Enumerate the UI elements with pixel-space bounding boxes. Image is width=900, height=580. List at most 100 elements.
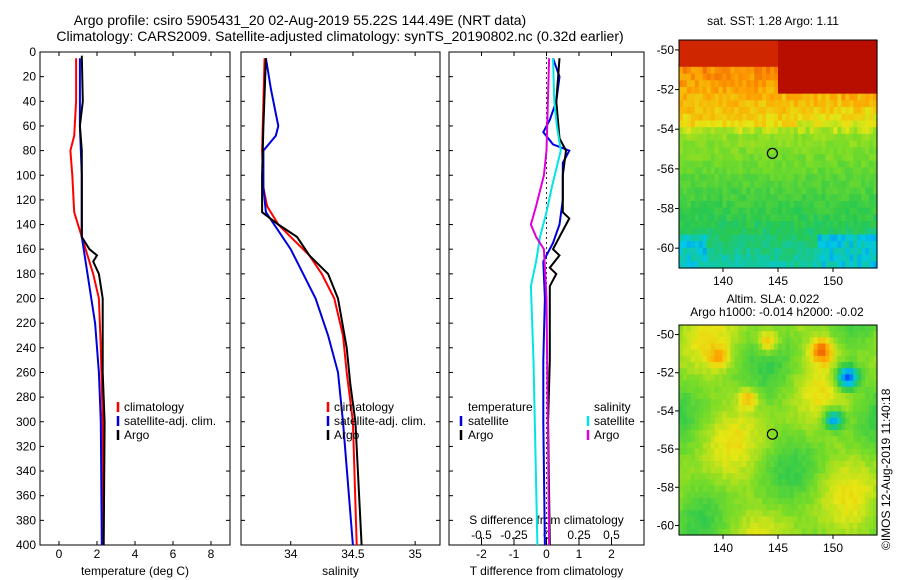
- map-cell: [726, 368, 732, 376]
- map-cell: [690, 100, 696, 108]
- map-cell: [702, 460, 708, 468]
- map-cell: [754, 147, 759, 155]
- map-cell: [722, 430, 728, 437]
- map-cell: [686, 247, 692, 256]
- map-cell: [718, 86, 724, 95]
- map-cell: [849, 113, 854, 122]
- map-cell: [857, 254, 862, 262]
- map-cell: [833, 423, 838, 431]
- map-cell: [841, 227, 846, 236]
- map-cell: [809, 234, 815, 242]
- map-cell: [758, 399, 763, 406]
- map-cell: [690, 380, 696, 388]
- map-cell: [837, 392, 842, 400]
- map-cell: [682, 343, 688, 351]
- map-cell: [706, 392, 712, 400]
- map-cell: [746, 448, 751, 456]
- map-cell: [766, 241, 771, 249]
- map-cell: [817, 405, 823, 413]
- map-cell: [690, 140, 696, 148]
- map-cell: [718, 405, 724, 413]
- map-cell: [825, 516, 831, 524]
- map-cell: [758, 147, 763, 155]
- map-y-tick-label: -58: [657, 202, 675, 216]
- map-cell: [762, 80, 767, 88]
- map-cell: [758, 325, 763, 332]
- map-cell: [762, 386, 767, 394]
- map-cell: [690, 53, 696, 61]
- map-cell: [758, 448, 763, 456]
- map-cell: [817, 234, 823, 242]
- series-line-2: [261, 58, 363, 546]
- map-cell: [857, 454, 862, 462]
- map-cell: [694, 261, 700, 269]
- map-cell: [873, 194, 878, 202]
- map-cell: [738, 214, 743, 222]
- map-cell: [785, 504, 791, 511]
- map-cell: [869, 221, 874, 229]
- map-cell: [679, 194, 684, 202]
- map-cell: [706, 467, 712, 474]
- map-cell: [690, 436, 696, 443]
- map-cell: [785, 66, 791, 75]
- map-cell: [742, 473, 747, 481]
- map-cell: [853, 40, 858, 48]
- map-cell: [770, 510, 775, 518]
- map-cell: [742, 73, 747, 81]
- map-cell: [746, 200, 751, 209]
- map-cell: [770, 467, 775, 474]
- map-cell: [694, 355, 700, 363]
- map-cell: [762, 454, 767, 462]
- map-cell: [805, 93, 811, 101]
- map-cell: [793, 241, 799, 249]
- map-cell: [679, 510, 684, 518]
- map-cell: [797, 392, 803, 400]
- map-cell: [702, 93, 708, 101]
- map-cell: [825, 411, 831, 419]
- map-cell: [841, 405, 846, 413]
- map-cell: [833, 417, 838, 425]
- x-tick-label: 2: [94, 547, 101, 561]
- map-cell: [754, 405, 759, 413]
- map-cell: [742, 127, 747, 135]
- map-cell: [809, 194, 815, 202]
- map-cell: [869, 349, 874, 357]
- map-cell: [770, 448, 775, 456]
- map-cell: [730, 362, 736, 369]
- map-cell: [785, 522, 791, 530]
- map-cell: [722, 491, 728, 499]
- map-cell: [710, 491, 716, 499]
- map-cell: [778, 241, 783, 249]
- map-cell: [746, 473, 751, 481]
- map-cell: [679, 113, 684, 122]
- map-cell: [789, 325, 795, 332]
- map-cell: [841, 80, 846, 88]
- map-cell: [841, 510, 846, 518]
- map-cell: [813, 227, 819, 236]
- map-cell: [686, 510, 692, 518]
- map-cell: [722, 405, 728, 413]
- map-cell: [722, 241, 728, 249]
- map-cell: [706, 187, 712, 195]
- map-cell: [833, 120, 838, 128]
- map-cell: [817, 73, 823, 81]
- map-cell: [853, 442, 858, 450]
- map-cell: [797, 234, 803, 242]
- map-cell: [714, 473, 720, 481]
- map-cell: [865, 467, 870, 474]
- map-cell: [706, 120, 712, 128]
- map-cell: [869, 194, 874, 202]
- map-cell: [682, 167, 688, 175]
- map-cell: [702, 485, 708, 493]
- map-cell: [849, 337, 854, 345]
- map-cell: [825, 423, 831, 431]
- map-cell: [817, 107, 823, 115]
- map-cell: [738, 66, 743, 75]
- map-cell: [857, 510, 862, 518]
- map-cell: [762, 200, 767, 209]
- map-cell: [797, 467, 803, 474]
- map-cell: [706, 479, 712, 487]
- map-cell: [686, 93, 692, 101]
- map-cell: [865, 497, 870, 505]
